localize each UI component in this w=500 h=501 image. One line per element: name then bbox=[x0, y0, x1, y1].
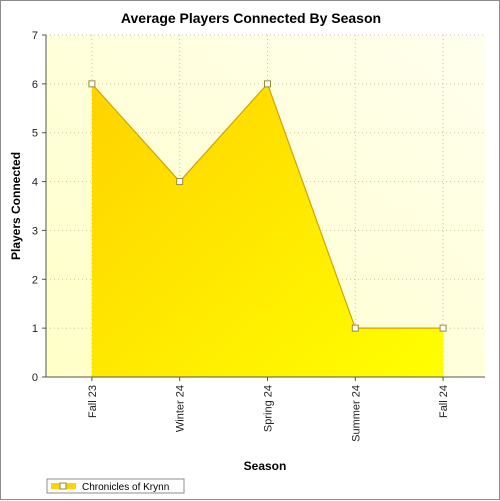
x-tick-labels: Fall 23 Winter 24 Spring 24 Summer 24 Fall 2… bbox=[87, 385, 450, 442]
x-tick-label: Winter 24 bbox=[175, 385, 187, 432]
y-axis-title: Players Connected bbox=[9, 152, 23, 260]
legend: Chronicles of Krynn bbox=[46, 478, 185, 494]
legend-box bbox=[46, 478, 185, 494]
x-tick-label: Summer 24 bbox=[350, 385, 362, 442]
data-point bbox=[439, 324, 447, 332]
y-tick-label: 2 bbox=[32, 274, 38, 286]
x-tick-label: Fall 23 bbox=[87, 385, 99, 418]
axes bbox=[42, 34, 485, 381]
series-area bbox=[91, 83, 444, 377]
x-tick-label: Fall 24 bbox=[438, 385, 450, 418]
y-tick-labels: 0 1 2 3 4 5 6 7 bbox=[32, 30, 38, 384]
y-tick-label: 4 bbox=[32, 177, 38, 189]
data-point bbox=[264, 80, 271, 88]
data-point bbox=[88, 80, 96, 88]
data-point bbox=[351, 324, 359, 332]
y-tick-label: 3 bbox=[32, 225, 38, 237]
data-point-markers bbox=[88, 80, 447, 332]
x-axis-title: Season bbox=[244, 459, 287, 473]
x-tick-label: Spring 24 bbox=[263, 385, 275, 432]
y-tick-label: 5 bbox=[32, 128, 38, 140]
y-tick-label: 1 bbox=[32, 323, 38, 335]
y-tick-label: 0 bbox=[32, 372, 38, 384]
y-tick-label: 6 bbox=[32, 79, 38, 91]
chart-title: Average Players Connected By Season bbox=[121, 10, 381, 26]
legend-marker bbox=[59, 482, 67, 490]
y-tick-label: 7 bbox=[32, 30, 38, 42]
legend-label: Chronicles of Krynn bbox=[82, 482, 169, 493]
data-point bbox=[176, 178, 184, 186]
